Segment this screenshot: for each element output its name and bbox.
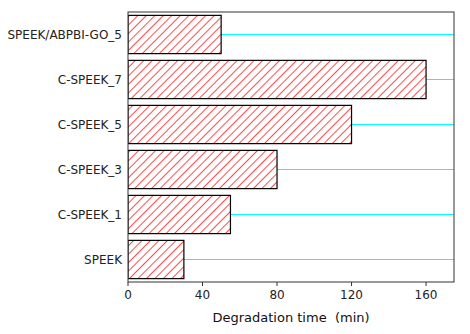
plot-frame: [128, 12, 454, 282]
x-axis-label: Degradation time (min): [212, 310, 369, 325]
grid: [128, 35, 454, 260]
chart: 0 40 80 120 160 SPEEK C-SPEEK_1 C-SPEEK_3 C-SPEE…: [0, 0, 470, 334]
bar: [128, 15, 221, 53]
x-tick: [351, 282, 352, 286]
bar: [128, 240, 184, 278]
bar: [128, 105, 352, 143]
y-tick-label: C-SPEEK_7: [58, 73, 122, 87]
x-axis: 0 40 80 120 160: [124, 282, 437, 302]
x-tick-label: 160: [415, 288, 438, 302]
x-tick-label: 0: [124, 288, 132, 302]
bar: [128, 60, 426, 98]
x-tick: [277, 282, 278, 286]
x-tick: [202, 282, 203, 286]
x-tick: [426, 282, 427, 286]
x-tick: [128, 282, 129, 286]
y-axis: SPEEK C-SPEEK_1 C-SPEEK_3 C-SPEEK_5 C-SPEEK_…: [7, 28, 123, 267]
x-tick-label: 40: [195, 288, 210, 302]
bars: [128, 15, 426, 278]
bar: [128, 195, 230, 233]
x-tick-label: 120: [340, 288, 363, 302]
y-tick-label: C-SPEEK_3: [58, 163, 122, 177]
x-tick-label: 80: [269, 288, 284, 302]
y-tick-label: C-SPEEK_1: [58, 208, 122, 222]
y-tick-label: C-SPEEK_5: [58, 118, 122, 132]
plot-area: [128, 12, 454, 282]
y-tick-label: SPEEK/ABPBI-GO_5: [7, 28, 122, 42]
y-tick-label: SPEEK: [84, 253, 123, 267]
bar: [128, 150, 277, 188]
